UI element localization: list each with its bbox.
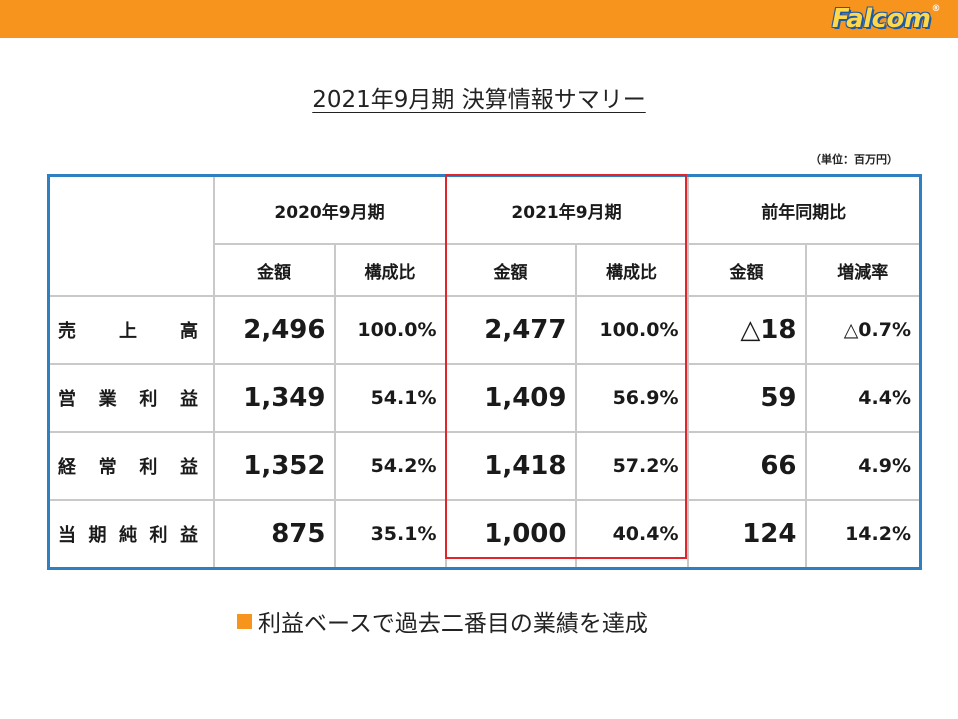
header-bar (0, 0, 958, 38)
summary-note-text: 利益ベースで過去二番目の業績を達成 (258, 611, 648, 637)
subheader-cell: 金額 (212, 243, 336, 297)
amount-cell: 66 (686, 431, 807, 501)
row-label-char: 利 (139, 389, 158, 410)
ratio-cell: 4.4% (804, 363, 922, 433)
subheader-cell: 金額 (444, 243, 577, 297)
unit-note: （単位：百万円） (810, 153, 898, 166)
row-label-char: 当 (58, 525, 76, 546)
row-label-char: 高 (180, 321, 198, 342)
row-label-char: 利 (149, 525, 168, 546)
ratio-cell: 57.2% (574, 431, 689, 501)
row-label: 売上高 (47, 295, 215, 365)
group-header-fy2021: 2021年9月期 (444, 174, 689, 245)
page-title: 2021年9月期 決算情報サマリー (312, 87, 646, 113)
row-label-char: 上 (119, 321, 137, 342)
ratio-cell: 100.0% (333, 295, 447, 365)
subheader-cell: 金額 (686, 243, 807, 297)
ratio-cell: 100.0% (574, 295, 689, 365)
sub-header-row: 金額 構成比 金額 構成比 金額 増減率 (49, 243, 922, 297)
amount-cell: 1,418 (444, 431, 577, 501)
amount-cell: 1,352 (212, 431, 336, 501)
row-label-char: 益 (179, 389, 198, 410)
row-label-char: 売 (58, 321, 76, 342)
amount-cell: 2,477 (444, 295, 577, 365)
amount-cell: 59 (686, 363, 807, 433)
group-header-fy2020: 2020年9月期 (212, 174, 447, 245)
group-header-yoy: 前年同期比 (686, 174, 922, 245)
amount-cell: 1,409 (444, 363, 577, 433)
bullet-square-icon (237, 613, 252, 629)
group-header-row: 2020年9月期 2021年9月期 前年同期比 (47, 174, 922, 297)
amount-cell: 2,496 (212, 295, 336, 365)
ratio-cell: △0.7% (804, 295, 922, 365)
ratio-cell: 35.1% (333, 499, 447, 570)
ratio-cell: 4.9% (804, 431, 922, 501)
table-row: 営 業 利益 1,349 54.1% 1,409 56.9% 59 4.4% (47, 363, 922, 433)
row-label-char: 益 (180, 525, 198, 546)
row-label: 経 常 利益 (47, 431, 215, 501)
amount-cell: 875 (212, 499, 336, 570)
subheader-cell: 構成比 (574, 243, 689, 297)
row-label-char: 期 (88, 525, 107, 546)
row-label-char: 利 (139, 457, 158, 478)
row-label: 営 業 利益 (47, 363, 215, 433)
corner-cell (47, 174, 215, 297)
summary-note: 利益ベースで過去二番目の業績を達成 (237, 604, 648, 638)
subheader-cell: 構成比 (333, 243, 447, 297)
falcom-logo: Falcom® (831, 4, 941, 34)
table-row: 経 常 利益 1,352 54.2% 1,418 57.2% 66 4.9% (47, 431, 922, 501)
row-label-char: 経 (58, 457, 76, 478)
row-label-char: 益 (179, 457, 198, 478)
ratio-cell: 54.2% (333, 431, 447, 501)
financial-summary-table: 2020年9月期 2021年9月期 前年同期比 金額 構成比 金額 構成比 金額… (47, 174, 922, 570)
row-label-char: 営 (58, 389, 76, 410)
ratio-cell: 14.2% (804, 499, 922, 570)
amount-cell: 124 (686, 499, 807, 570)
table-row: 当期純利益 875 35.1% 1,000 40.4% 124 14.2% (47, 499, 922, 570)
row-label: 当期純利益 (47, 499, 215, 570)
row-label-char: 常 (98, 457, 117, 478)
subheader-cell: 増減率 (804, 243, 922, 297)
table-row: 売上高 2,496 100.0% 2,477 100.0% △18 △0.7% (47, 295, 922, 365)
amount-cell: 1,000 (444, 499, 577, 570)
row-label-char: 純 (119, 525, 137, 546)
ratio-cell: 40.4% (574, 499, 689, 570)
ratio-cell: 56.9% (574, 363, 689, 433)
ratio-cell: 54.1% (333, 363, 447, 433)
amount-cell: 1,349 (212, 363, 336, 433)
amount-cell: △18 (686, 295, 807, 365)
row-label-char: 業 (98, 389, 117, 410)
